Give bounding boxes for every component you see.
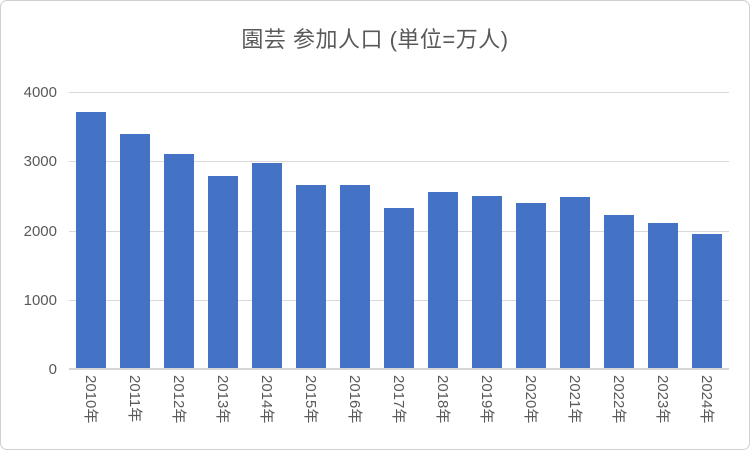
x-axis-tick-label: 2014年 bbox=[258, 375, 275, 424]
x-axis-tick-label: 2024年 bbox=[698, 375, 715, 424]
x-axis-tick-label: 2015年 bbox=[302, 375, 319, 424]
plot-area bbox=[69, 92, 729, 370]
bar bbox=[76, 112, 106, 369]
bar bbox=[604, 215, 634, 369]
bar bbox=[296, 185, 326, 369]
x-axis-tick-label: 2010年 bbox=[82, 375, 99, 424]
bar bbox=[692, 234, 722, 369]
bar bbox=[428, 192, 458, 369]
x-axis-tick-label: 2020年 bbox=[522, 375, 539, 424]
bar bbox=[560, 197, 590, 369]
bar bbox=[252, 163, 282, 369]
y-axis-tick-label: 0 bbox=[48, 361, 57, 378]
bar bbox=[472, 196, 502, 369]
x-axis-tick-label: 2021年 bbox=[566, 375, 583, 424]
x-axis-tick-label: 2013年 bbox=[214, 375, 231, 424]
x-axis-line bbox=[69, 368, 729, 370]
x-axis-tick-label: 2016年 bbox=[346, 375, 363, 424]
bar bbox=[648, 223, 678, 369]
x-axis-tick-label: 2018年 bbox=[434, 375, 451, 424]
bar bbox=[384, 208, 414, 369]
gridline bbox=[69, 161, 729, 163]
y-axis-tick-label: 2000 bbox=[23, 222, 57, 240]
bar bbox=[516, 203, 546, 369]
bar bbox=[340, 185, 370, 369]
y-axis-tick-label: 3000 bbox=[23, 153, 57, 171]
x-axis-tick-label: 2022年 bbox=[610, 375, 627, 424]
x-axis-tick-label: 2011年 bbox=[126, 375, 143, 423]
x-axis-tick-label: 2017年 bbox=[390, 375, 407, 424]
bar bbox=[208, 176, 238, 369]
gridline bbox=[69, 92, 729, 93]
x-axis-tick-label: 2019年 bbox=[478, 375, 495, 424]
y-axis-tick-label: 4000 bbox=[23, 84, 57, 101]
x-axis-tick-label: 2012年 bbox=[170, 375, 187, 424]
bar bbox=[164, 154, 194, 369]
x-axis-tick-label: 2023年 bbox=[654, 375, 671, 424]
bar bbox=[120, 134, 150, 369]
y-axis-tick-label: 1000 bbox=[23, 291, 57, 309]
chart-title: 園芸 参加人口 (単位=万人) bbox=[241, 27, 509, 52]
